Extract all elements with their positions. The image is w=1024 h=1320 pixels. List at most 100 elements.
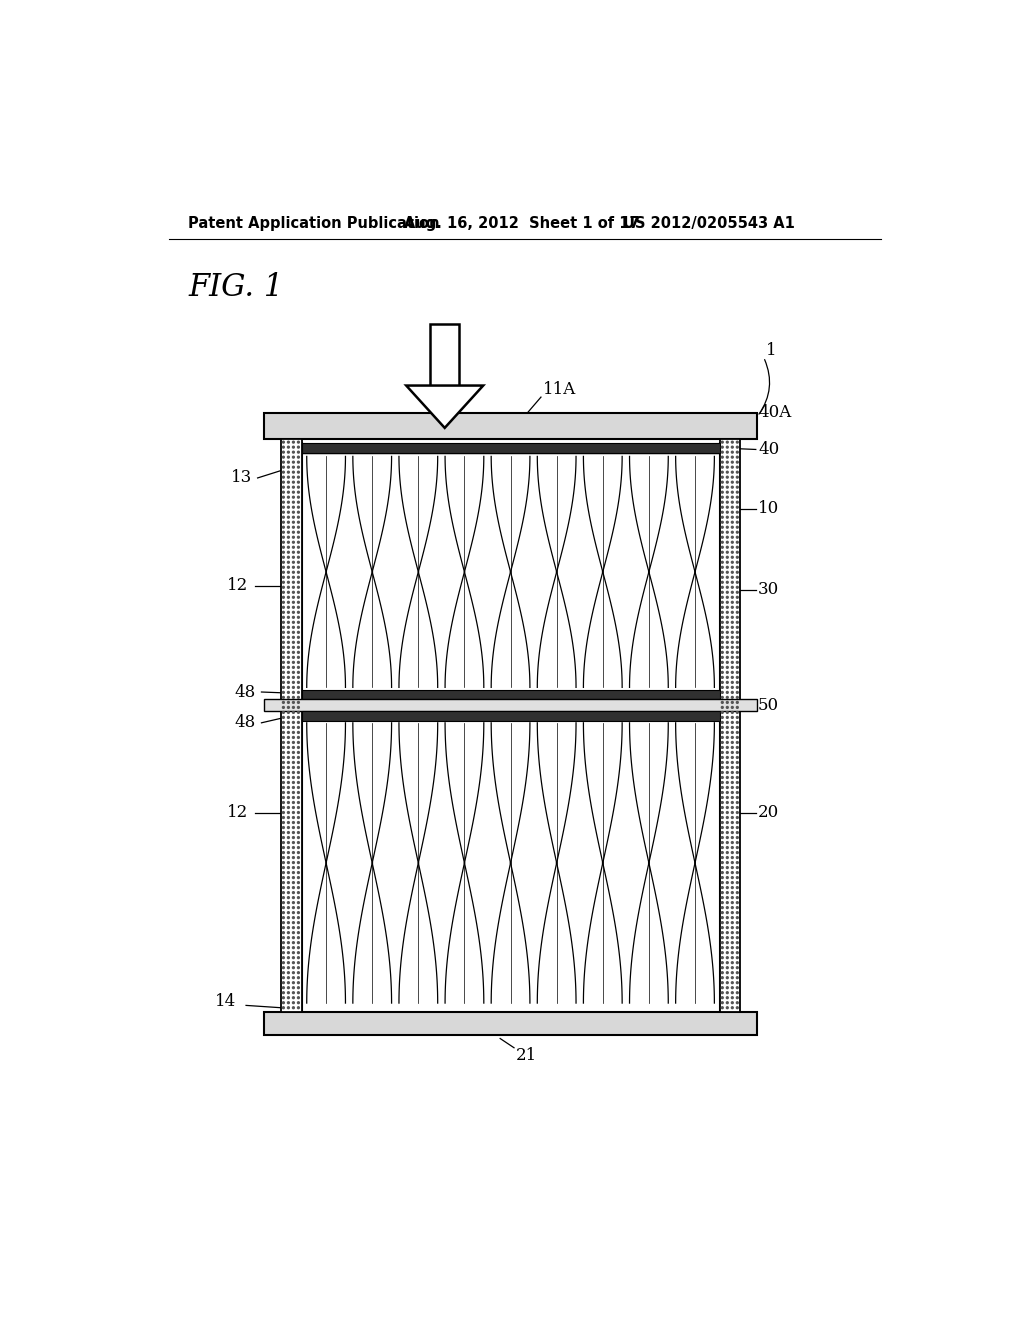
Circle shape — [736, 717, 738, 718]
Circle shape — [298, 851, 299, 854]
Circle shape — [721, 896, 723, 899]
Circle shape — [736, 871, 738, 874]
Circle shape — [288, 606, 290, 609]
Circle shape — [721, 711, 723, 713]
Circle shape — [283, 552, 285, 553]
Circle shape — [736, 566, 738, 568]
Circle shape — [736, 882, 738, 883]
Circle shape — [726, 941, 728, 944]
Circle shape — [731, 826, 733, 829]
Circle shape — [726, 706, 728, 709]
Circle shape — [726, 892, 728, 894]
Circle shape — [731, 546, 733, 548]
Circle shape — [721, 502, 723, 503]
Circle shape — [726, 661, 728, 663]
Circle shape — [293, 912, 294, 913]
Circle shape — [731, 597, 733, 598]
Circle shape — [731, 982, 733, 983]
Circle shape — [298, 946, 299, 949]
Circle shape — [736, 832, 738, 833]
Circle shape — [288, 572, 290, 573]
Circle shape — [293, 566, 294, 568]
Circle shape — [283, 591, 285, 593]
Circle shape — [288, 502, 290, 503]
Circle shape — [283, 896, 285, 899]
Circle shape — [721, 857, 723, 858]
Circle shape — [293, 991, 294, 994]
Circle shape — [298, 561, 299, 564]
Circle shape — [731, 991, 733, 994]
Circle shape — [288, 826, 290, 829]
Circle shape — [298, 697, 299, 698]
Circle shape — [721, 792, 723, 793]
Circle shape — [283, 611, 285, 614]
Circle shape — [298, 737, 299, 738]
Circle shape — [288, 546, 290, 548]
Circle shape — [283, 667, 285, 668]
Text: 48: 48 — [234, 714, 256, 731]
Circle shape — [731, 937, 733, 939]
Circle shape — [283, 762, 285, 763]
Circle shape — [293, 997, 294, 999]
Circle shape — [298, 867, 299, 869]
Circle shape — [726, 556, 728, 558]
Circle shape — [721, 656, 723, 659]
Circle shape — [293, 532, 294, 533]
Circle shape — [731, 627, 733, 628]
Circle shape — [736, 622, 738, 623]
Circle shape — [726, 627, 728, 628]
Circle shape — [721, 991, 723, 994]
Text: 13: 13 — [230, 470, 252, 487]
Circle shape — [288, 882, 290, 883]
Circle shape — [721, 887, 723, 888]
Circle shape — [726, 726, 728, 729]
Circle shape — [298, 552, 299, 553]
Circle shape — [721, 977, 723, 978]
Circle shape — [721, 876, 723, 879]
Circle shape — [736, 902, 738, 903]
Circle shape — [298, 466, 299, 469]
Circle shape — [726, 932, 728, 933]
Circle shape — [293, 631, 294, 634]
Circle shape — [736, 507, 738, 508]
Text: 12: 12 — [226, 804, 248, 821]
Circle shape — [731, 731, 733, 734]
Circle shape — [726, 882, 728, 883]
Circle shape — [721, 546, 723, 548]
Circle shape — [721, 966, 723, 969]
Circle shape — [731, 516, 733, 519]
Circle shape — [298, 636, 299, 639]
Circle shape — [736, 887, 738, 888]
Circle shape — [721, 477, 723, 478]
Circle shape — [726, 446, 728, 447]
Circle shape — [288, 672, 290, 673]
Circle shape — [721, 611, 723, 614]
Circle shape — [298, 772, 299, 774]
Circle shape — [283, 737, 285, 738]
Circle shape — [288, 801, 290, 804]
Circle shape — [288, 532, 290, 533]
Circle shape — [731, 882, 733, 883]
Circle shape — [726, 521, 728, 523]
Circle shape — [298, 642, 299, 643]
Circle shape — [283, 742, 285, 743]
Circle shape — [283, 686, 285, 688]
Circle shape — [726, 1002, 728, 1003]
Circle shape — [288, 482, 290, 483]
Circle shape — [726, 842, 728, 843]
Circle shape — [298, 821, 299, 824]
Circle shape — [288, 667, 290, 668]
Circle shape — [283, 642, 285, 643]
Circle shape — [293, 636, 294, 639]
Circle shape — [726, 796, 728, 799]
Circle shape — [721, 781, 723, 783]
Circle shape — [283, 731, 285, 734]
Circle shape — [736, 817, 738, 818]
Circle shape — [721, 552, 723, 553]
Circle shape — [283, 876, 285, 879]
Circle shape — [731, 686, 733, 688]
Circle shape — [731, 837, 733, 838]
Circle shape — [293, 486, 294, 488]
Circle shape — [726, 801, 728, 804]
Circle shape — [293, 577, 294, 578]
